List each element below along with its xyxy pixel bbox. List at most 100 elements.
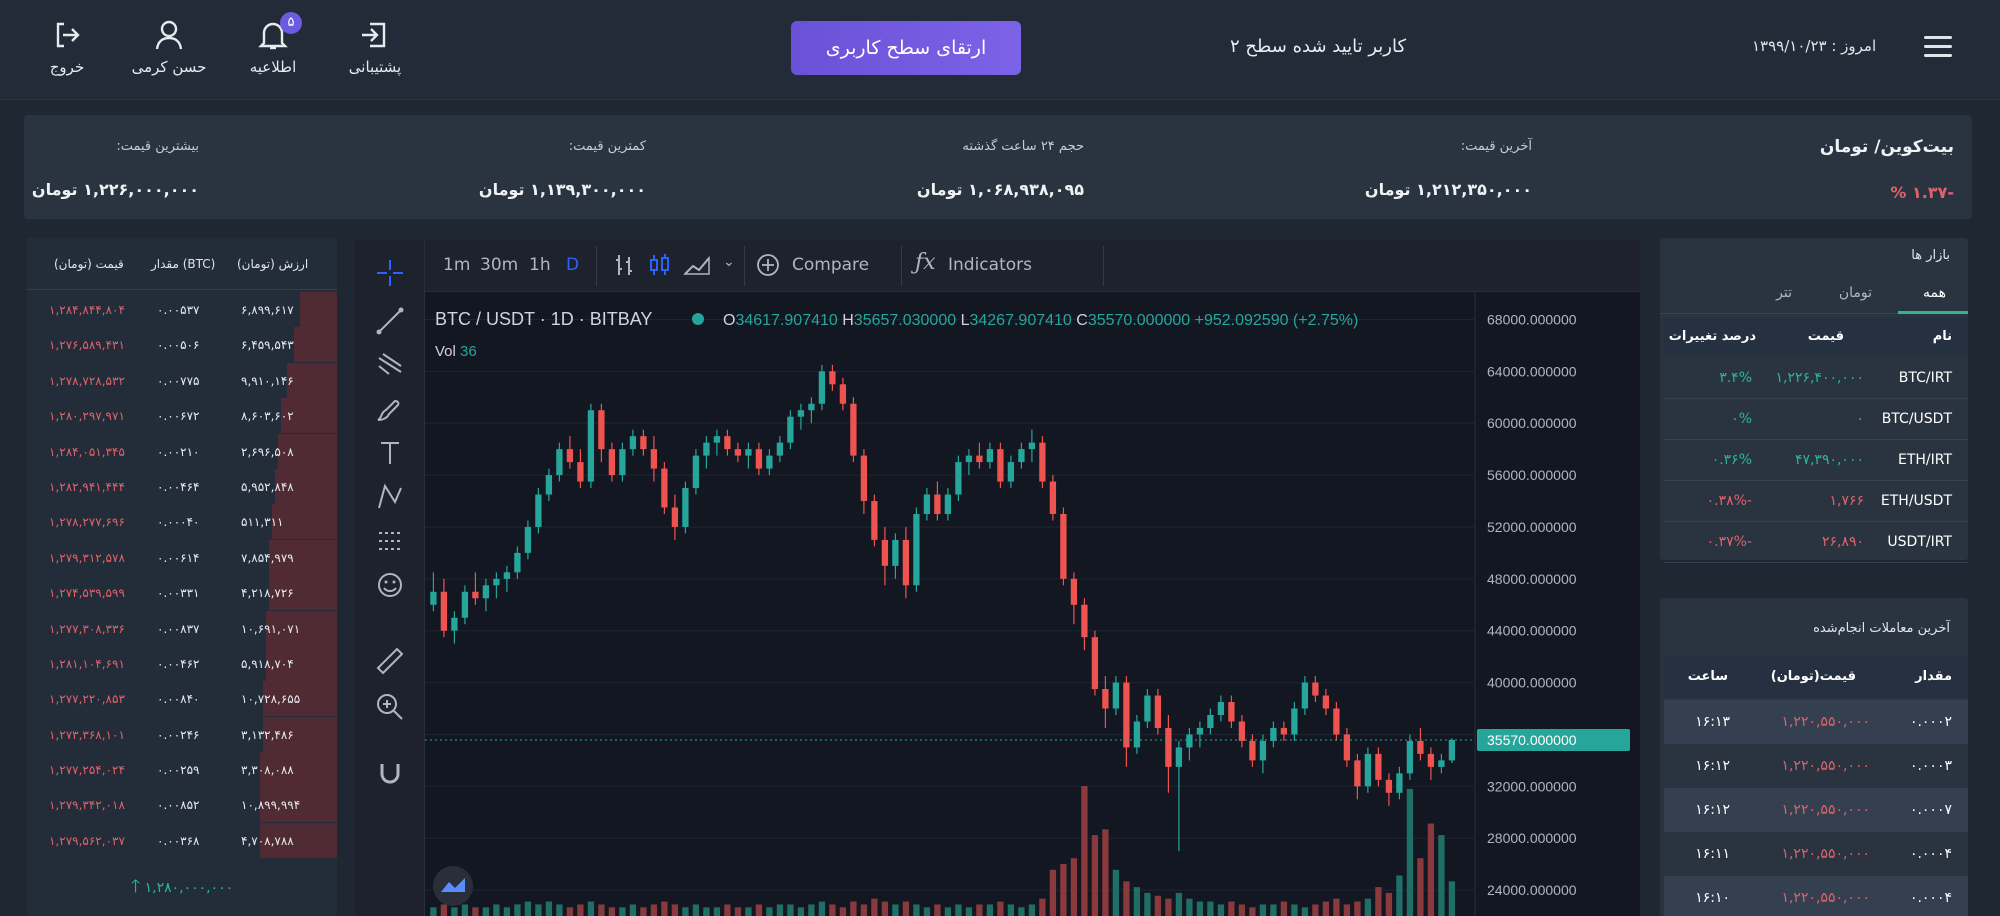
candle-body [1438,760,1445,767]
indicators-button[interactable]: Indicators [948,255,1032,275]
depth-bar [293,327,337,363]
order-book-row[interactable]: ۱,۲۷۹,۳۴۲,۰۱۸ ۰.۰۰۸۵۲ ۱۰,۸۹۹,۹۹۴ [27,787,337,823]
candle-body [724,436,731,450]
chart-type-dropdown-icon[interactable]: ⌄ [723,254,735,270]
upgrade-level-button[interactable]: ارتقای سطح کاربری [791,21,1021,75]
market-row[interactable]: ETH/IRT ۴۷,۳۹۰,۰۰۰ ۰.۳۶% [1664,440,1968,481]
candle-body [1375,753,1382,780]
candle-body [997,449,1004,482]
candle [808,397,815,424]
brush-icon[interactable] [373,392,407,426]
indicators-fx-icon[interactable]: ƒx [915,250,936,275]
order-book-row[interactable]: ۱,۲۸۲,۹۴۱,۴۴۴ ۰.۰۰۴۶۴ ۵,۹۵۲,۸۴۸ [27,468,337,504]
order-book-row[interactable]: ۱,۲۸۴,۸۴۴,۸۰۴ ۰.۰۰۵۳۷ ۶,۸۹۹,۶۱۷ [27,292,337,327]
depth-bar [265,610,337,646]
order-book-row[interactable]: ۱,۲۷۷,۳۰۸,۳۳۶ ۰.۰۰۸۳۷ ۱۰,۶۹۱,۰۷۱ [27,610,337,646]
order-book-row[interactable]: ۱,۲۷۹,۳۱۲,۵۷۸ ۰.۰۰۶۱۴ ۷,۸۵۴,۹۷۹ [27,539,337,575]
legend-part: BITBAY [590,309,653,329]
candle-body [1186,734,1193,748]
market-row[interactable]: ETH/USDT ۱,۷۶۶ ۰.۳۸%- [1664,481,1968,522]
notifications-button[interactable]: ۵ اطلاعیه [228,12,318,76]
user-profile-button[interactable]: حسن کرمی [124,18,214,76]
order-book-row[interactable]: ۱,۲۷۸,۷۲۸,۵۳۲ ۰.۰۰۷۷۵ ۹,۹۱۰,۱۴۶ [27,362,337,398]
volume-bar [1102,829,1109,916]
recent-trades-panel: آخرین معاملات انجام‌شده مقدار (تومان)قیم… [1660,598,1968,916]
pattern-icon[interactable] [373,480,407,514]
market-row[interactable]: USDT/IRT ۲۶,۸۹۰ ۰.۳۷%- [1664,522,1968,563]
candle-body [1354,760,1361,787]
order-book-row[interactable]: ۱,۲۷۸,۲۷۷,۶۹۶ ۰.۰۰۰۴۰ ۵۱۱,۳۱۱ [27,504,337,540]
crosshair-icon[interactable] [373,256,407,290]
row-amount: ۰.۰۰۶۷۲ [157,409,200,424]
volume-bar [514,904,521,916]
compare-plus-icon[interactable] [755,252,781,283]
candles [430,364,1456,852]
logo-mark [441,878,465,892]
emoji-icon[interactable] [373,568,407,602]
candlestick-chart[interactable]: 68000.000000 64000.000000 60000.000000 5600… [425,292,1640,916]
ruler-icon[interactable] [373,644,407,678]
candle [703,436,710,469]
tab-tether[interactable]: تتر [1776,285,1792,301]
hamburger-menu-icon[interactable] [1924,36,1952,58]
zoom-in-icon[interactable] [373,690,407,724]
logout-button[interactable]: خروج [22,18,112,76]
trade-row[interactable]: ۰.۰۰۰۲ ۱,۲۲۰,۵۵۰,۰۰۰ ۱۶:۱۳ [1664,700,1968,744]
candle [556,442,563,482]
tab-all[interactable]: همه [1923,285,1946,301]
interval-30m[interactable]: 30m [480,255,519,275]
area-style-icon[interactable] [683,252,713,283]
support-button[interactable]: پشتیبانی [330,18,420,76]
order-book-row[interactable]: ۱,۲۸۱,۱۰۴,۶۹۱ ۰.۰۰۴۶۲ ۵,۹۱۸,۷۰۴ [27,645,337,681]
market-row[interactable]: BTC/USDT ۰ ۰% [1664,399,1968,440]
candle-body [1312,682,1319,696]
market-name: BTC/IRT [1898,370,1952,386]
bar-style-icon[interactable] [613,252,639,283]
candle-body [1238,721,1246,741]
notification-count-badge: ۵ [280,12,302,34]
trade-price: ۱,۲۲۰,۵۵۰,۰۰۰ [1781,758,1870,774]
order-book-row[interactable]: ۱,۲۷۳,۳۶۸,۱۰۱ ۰.۰۰۲۴۶ ۳,۱۳۲,۴۸۶ [27,716,337,752]
trend-line-icon[interactable] [373,304,407,338]
candle-body [629,436,637,450]
order-book-row[interactable]: ۱,۲۷۷,۲۲۰,۸۵۳ ۰.۰۰۸۴۰ ۱۰,۷۲۸,۶۵۵ [27,681,337,717]
volume-bar [1070,858,1078,916]
candle-body [892,539,899,566]
row-value: ۱۰,۶۹۱,۰۷۱ [241,621,301,636]
candle-body [734,449,742,456]
candle [1333,702,1340,741]
interval-D[interactable]: D [566,255,580,275]
col-price-header: قیمت [1807,329,1844,344]
interval-1m[interactable]: 1m [443,255,471,275]
order-book-row[interactable]: ۱,۲۷۷,۲۵۴,۰۲۴ ۰.۰۰۲۵۹ ۳,۳۰۸,۰۸۸ [27,752,337,788]
prediction-icon[interactable] [373,524,407,558]
volume-bar [965,907,973,916]
order-book-row[interactable]: ۱,۲۷۹,۵۶۲,۰۳۷ ۰.۰۰۳۶۸ ۴,۷۰۸,۷۸۸ [27,822,337,858]
order-book-row[interactable]: ۱,۲۸۰,۲۹۷,۹۷۱ ۰.۰۰۶۷۲ ۸,۶۰۳,۶۰۲ [27,398,337,434]
candle-body [1133,721,1141,748]
volume-bar [545,901,553,916]
order-book-row[interactable]: ۱,۲۸۴,۰۵۱,۳۴۵ ۰.۰۰۲۱۰ ۲,۶۹۶,۵۰۸ [27,433,337,469]
compare-button[interactable]: Compare [792,255,870,275]
candle-style-icon[interactable] [647,252,673,283]
volume-bar [724,904,731,916]
price-chart[interactable]: 1m 30m 1h D ⌄ Compare ƒx Indicators 6800… [355,240,1640,916]
interval-1h[interactable]: 1h [529,255,551,275]
row-value: ۶,۴۵۹,۵۴۳ [241,338,294,353]
trade-row[interactable]: ۰.۰۰۰۷ ۱,۲۲۰,۵۵۰,۰۰۰ ۱۶:۱۲ [1664,788,1968,832]
text-tool-icon[interactable] [373,436,407,470]
order-book-row[interactable]: ۱,۲۷۴,۵۳۹,۵۹۹ ۰.۰۰۳۳۱ ۴,۲۱۸,۷۲۶ [27,575,337,611]
order-book-row[interactable]: ۱,۲۷۶,۵۸۹,۴۳۱ ۰.۰۰۵۰۶ ۶,۴۵۹,۵۴۳ [27,327,337,363]
market-row[interactable]: BTC/IRT ۱,۲۲۶,۴۰۰,۰۰۰ ۳.۴% [1664,358,1968,399]
tab-toman[interactable]: تومان [1838,285,1872,301]
trade-row[interactable]: ۰.۰۰۰۳ ۱,۲۲۰,۵۵۰,۰۰۰ ۱۶:۱۲ [1664,744,1968,788]
trade-row[interactable]: ۰.۰۰۰۴ ۱,۲۲۰,۵۵۰,۰۰۰ ۱۶:۱۱ [1664,832,1968,876]
candle [629,429,637,456]
fib-tool-icon[interactable] [373,348,407,382]
magnet-icon[interactable] [373,756,407,790]
trade-row[interactable]: ۰.۰۰۰۴ ۱,۲۲۰,۵۵۰,۰۰۰ ۱۶:۱۰ [1664,876,1968,916]
candle-body [1217,702,1225,715]
volume-bar [598,904,605,916]
col-amount-header: مقدار [1915,669,1952,684]
legend-ohlc-part: 35657.030000 [854,312,956,329]
